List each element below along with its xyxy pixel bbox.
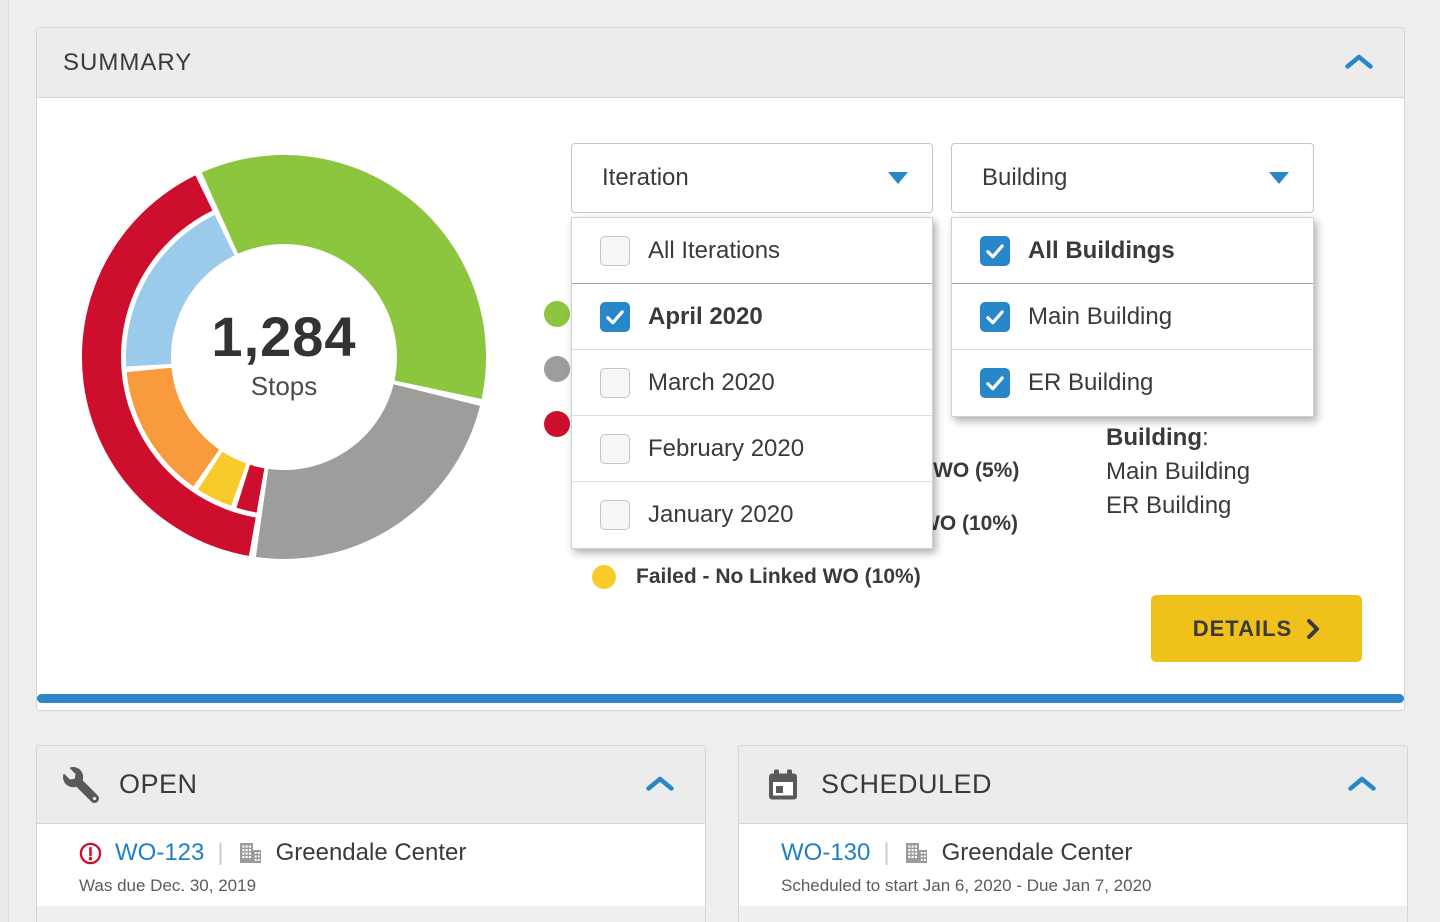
location-label: Greendale Center xyxy=(275,839,467,866)
dropdown-option-all-iterations[interactable]: All Iterations xyxy=(572,218,932,284)
selection-info-line: Main Building xyxy=(1106,458,1251,485)
option-label: March 2020 xyxy=(648,368,775,396)
work-order-link[interactable]: WO-123 xyxy=(115,839,205,866)
dropdown-option-all-buildings[interactable]: All Buildings xyxy=(952,218,1313,284)
gray-segment xyxy=(255,384,480,559)
open-panel: OPEN WO-123 | Greendale Center Was due Dec.… xyxy=(36,745,706,922)
legend-dot-red xyxy=(544,411,570,437)
dropdown-option-january-2020[interactable]: January 2020 xyxy=(572,482,932,548)
checkbox-checked[interactable] xyxy=(600,301,630,332)
status-text: Was due Dec. 30, 2019 xyxy=(79,876,257,895)
summary-card: SUMMARY 1,284 Stops WO (5%) WO (10%) Fai… xyxy=(36,27,1405,711)
green-segment xyxy=(201,155,487,399)
chevron-right-icon xyxy=(1307,618,1320,639)
scheduled-panel-title: SCHEDULED xyxy=(821,769,993,799)
scheduled-panel-body: WO-130 | Greendale Center Scheduled to star… xyxy=(739,824,1407,906)
legend-dot-yellow xyxy=(592,565,616,589)
building-dropdown-panel: All Buildings Main Building ER Building xyxy=(951,217,1314,417)
chevron-up-icon xyxy=(1348,776,1376,791)
iteration-select-label: Iteration xyxy=(602,164,689,191)
selection-info-line: ER Building xyxy=(1106,492,1232,519)
option-label: January 2020 xyxy=(648,501,794,528)
option-label: All Buildings xyxy=(1028,236,1175,264)
iteration-dropdown-panel: All Iterations April 2020 March 2020 Februa… xyxy=(571,217,933,549)
donut-svg xyxy=(81,155,487,559)
legend-label: Failed - No Linked WO (10%) xyxy=(636,565,921,588)
option-label: ER Building xyxy=(1028,369,1154,396)
checkbox-unchecked[interactable] xyxy=(600,500,630,530)
checkbox-unchecked[interactable] xyxy=(600,235,630,266)
building-icon xyxy=(905,843,927,863)
checkbox-checked[interactable] xyxy=(980,301,1010,332)
open-collapse-button[interactable] xyxy=(641,771,679,799)
checkbox-unchecked[interactable] xyxy=(600,433,630,464)
legend-dot-green xyxy=(544,301,570,327)
details-button[interactable]: DETAILS xyxy=(1151,595,1362,662)
check-icon xyxy=(606,309,624,324)
legend-row-failed-no-linked-wo: Failed - No Linked WO (10%) xyxy=(592,565,921,589)
option-label: April 2020 xyxy=(648,302,763,330)
check-icon xyxy=(986,243,1004,258)
legend-fragment-1: WO (5%) xyxy=(933,459,1020,482)
scheduled-panel: SCHEDULED WO-130 | Greendale Center Schedul… xyxy=(738,745,1408,922)
legend-fragment-2: WO (10%) xyxy=(920,512,1019,535)
chevron-down-icon xyxy=(888,172,908,184)
scheduled-panel-header: SCHEDULED xyxy=(739,746,1407,824)
separator: | xyxy=(217,839,224,866)
yellow-sub-segment xyxy=(197,451,247,506)
summary-body: 1,284 Stops WO (5%) WO (10%) Failed - No… xyxy=(37,98,1404,703)
checkbox-unchecked[interactable] xyxy=(600,367,630,398)
red-sub-segment xyxy=(236,464,265,513)
open-panel-header: OPEN xyxy=(37,746,705,824)
open-panel-title: OPEN xyxy=(119,769,198,799)
page-left-edge xyxy=(0,0,9,922)
building-icon xyxy=(239,843,261,863)
iteration-select[interactable]: Iteration xyxy=(571,143,933,213)
checkbox-checked[interactable] xyxy=(980,368,1010,398)
status-text: Scheduled to start Jan 6, 2020 - Due Jan… xyxy=(781,876,1152,895)
summary-title: SUMMARY xyxy=(63,48,193,76)
stops-donut-chart: 1,284 Stops xyxy=(74,147,494,567)
checkbox-checked[interactable] xyxy=(980,235,1010,266)
work-order-row: WO-123 | Greendale Center Was due Dec. 30, … xyxy=(37,824,705,906)
blue-sub-segment xyxy=(126,215,235,367)
check-icon xyxy=(986,376,1004,391)
dropdown-option-april-2020[interactable]: April 2020 xyxy=(572,284,932,350)
dropdown-option-main-building[interactable]: Main Building xyxy=(952,284,1313,350)
option-label: All Iterations xyxy=(648,236,781,264)
wrench-icon xyxy=(63,766,99,803)
dropdown-option-february-2020[interactable]: February 2020 xyxy=(572,416,932,482)
red-segment xyxy=(81,175,256,556)
summary-active-indicator-bar xyxy=(37,694,1404,703)
work-order-row: WO-130 | Greendale Center Scheduled to star… xyxy=(739,824,1407,906)
dropdown-option-er-building[interactable]: ER Building xyxy=(952,350,1313,416)
legend-dot-gray xyxy=(544,356,570,382)
scheduled-collapse-button[interactable] xyxy=(1343,771,1381,799)
alert-icon xyxy=(79,842,102,864)
building-select-label: Building xyxy=(982,164,1068,191)
chevron-up-icon xyxy=(1345,54,1373,69)
chevron-down-icon xyxy=(1269,172,1289,184)
chevron-up-icon xyxy=(646,776,674,791)
check-icon xyxy=(986,309,1004,324)
location-label: Greendale Center xyxy=(941,839,1133,866)
summary-header: SUMMARY xyxy=(37,28,1404,98)
option-label: February 2020 xyxy=(648,434,805,462)
open-panel-body: WO-123 | Greendale Center Was due Dec. 30, … xyxy=(37,824,705,906)
summary-collapse-button[interactable] xyxy=(1340,49,1378,77)
work-order-link[interactable]: WO-130 xyxy=(781,839,871,866)
option-label: Main Building xyxy=(1028,302,1173,330)
orange-sub-segment xyxy=(126,367,220,487)
calendar-icon xyxy=(769,769,797,799)
selection-info-heading: Building xyxy=(1106,424,1202,451)
separator: | xyxy=(883,839,890,866)
dropdown-option-march-2020[interactable]: March 2020 xyxy=(572,350,932,416)
building-selection-info: Building: Main Building ER Building xyxy=(1106,421,1250,523)
building-select[interactable]: Building xyxy=(951,143,1314,213)
